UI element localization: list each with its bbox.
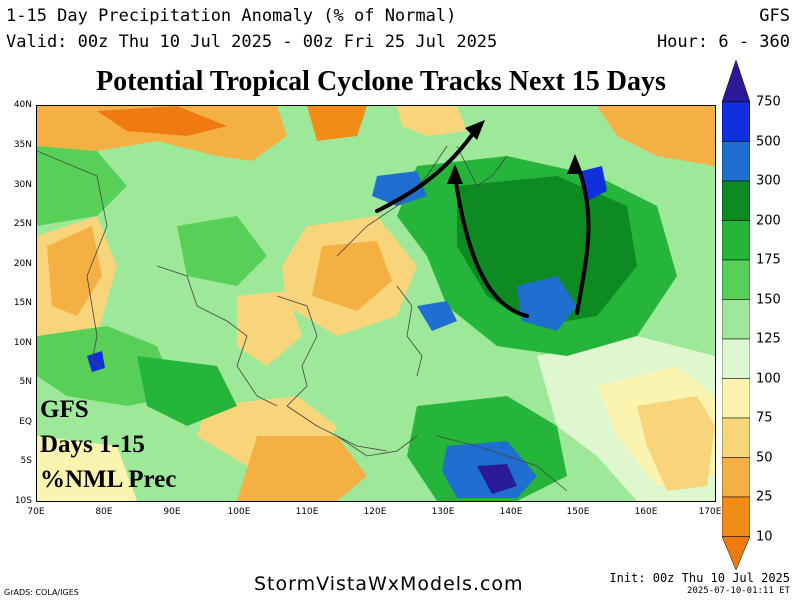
colorbar-label: 25 bbox=[756, 489, 773, 505]
lat-label: 15N bbox=[13, 298, 32, 308]
lon-label: 120E bbox=[363, 507, 387, 517]
overlay-variable: %NML Prec bbox=[40, 466, 177, 493]
lon-label: 70E bbox=[27, 507, 45, 517]
site-url: StormVistaWxModels.com bbox=[254, 573, 524, 595]
init-time: Init: 00z Thu 10 Jul 2025 bbox=[609, 571, 790, 585]
lat-label: 10S bbox=[14, 496, 32, 506]
header-title: 1-15 Day Precipitation Anomaly (% of Nor… bbox=[6, 6, 457, 26]
lon-label: 110E bbox=[295, 507, 319, 517]
colorbar-label: 100 bbox=[756, 371, 781, 386]
precip-anomaly-map bbox=[36, 105, 716, 502]
model-annotation: GFS Days 1-15 %NML Prec bbox=[40, 392, 176, 497]
colorbar-label: 10 bbox=[756, 529, 773, 544]
lat-label: 35N bbox=[13, 140, 32, 150]
lon-label: 130E bbox=[431, 507, 455, 517]
lat-label: 30N bbox=[13, 180, 32, 190]
map-title: Potential Tropical Cyclone Tracks Next 1… bbox=[96, 66, 666, 97]
colorbar-label: 300 bbox=[756, 173, 781, 189]
colorbar-label: 75 bbox=[756, 410, 773, 426]
lon-label: 160E bbox=[634, 507, 658, 517]
colorbar-swatch bbox=[722, 180, 750, 221]
colorbar-top-arrow bbox=[722, 60, 750, 103]
colorbar-swatch bbox=[722, 417, 750, 458]
forecast-hour-range: Hour: 6 - 360 bbox=[656, 32, 790, 52]
colorbar-label: 50 bbox=[756, 450, 773, 465]
lat-label: 5S bbox=[20, 456, 32, 466]
colorbar-label: 500 bbox=[756, 134, 781, 149]
lat-label: 10N bbox=[13, 338, 32, 348]
colorbar-swatch bbox=[722, 259, 750, 300]
colorbar-swatch bbox=[722, 141, 750, 182]
header-valid-range: Valid: 00z Thu 10 Jul 2025 - 00z Fri 25 … bbox=[6, 32, 498, 52]
lon-label: 80E bbox=[95, 507, 113, 517]
grads-credit: GrADS: COLA/IGES bbox=[4, 588, 79, 597]
lat-label: 40N bbox=[13, 100, 32, 110]
lon-label: 170E bbox=[698, 507, 722, 517]
colorbar-swatch bbox=[722, 299, 750, 340]
colorbar-swatch bbox=[722, 220, 750, 261]
generated-timestamp: 2025-07-10-01:11 ET bbox=[687, 586, 790, 596]
lat-label: 25N bbox=[13, 219, 32, 229]
model-name: GFS bbox=[759, 6, 790, 26]
colorbar-label: 150 bbox=[756, 292, 781, 307]
colorbar-label: 125 bbox=[756, 331, 781, 347]
overlay-days: Days 1-15 bbox=[40, 431, 145, 458]
lon-label: 90E bbox=[163, 507, 181, 517]
lon-label: 100E bbox=[227, 507, 251, 517]
lat-label: EQ bbox=[19, 417, 32, 427]
colorbar-swatch bbox=[722, 457, 750, 498]
colorbar-swatch bbox=[722, 496, 750, 537]
colorbar-swatch bbox=[722, 101, 750, 142]
colorbar-label: 200 bbox=[756, 213, 781, 228]
colorbar-bottom-arrow bbox=[722, 536, 750, 570]
lon-label: 140E bbox=[499, 507, 523, 517]
lat-label: 20N bbox=[13, 259, 32, 269]
overlay-model: GFS bbox=[40, 396, 89, 423]
colorbar bbox=[722, 60, 750, 570]
lat-label: 5N bbox=[19, 377, 32, 387]
colorbar-swatch bbox=[722, 338, 750, 379]
colorbar-label: 175 bbox=[756, 252, 781, 268]
colorbar-label: 750 bbox=[756, 94, 781, 110]
lon-label: 150E bbox=[566, 507, 590, 517]
colorbar-swatch bbox=[722, 378, 750, 419]
